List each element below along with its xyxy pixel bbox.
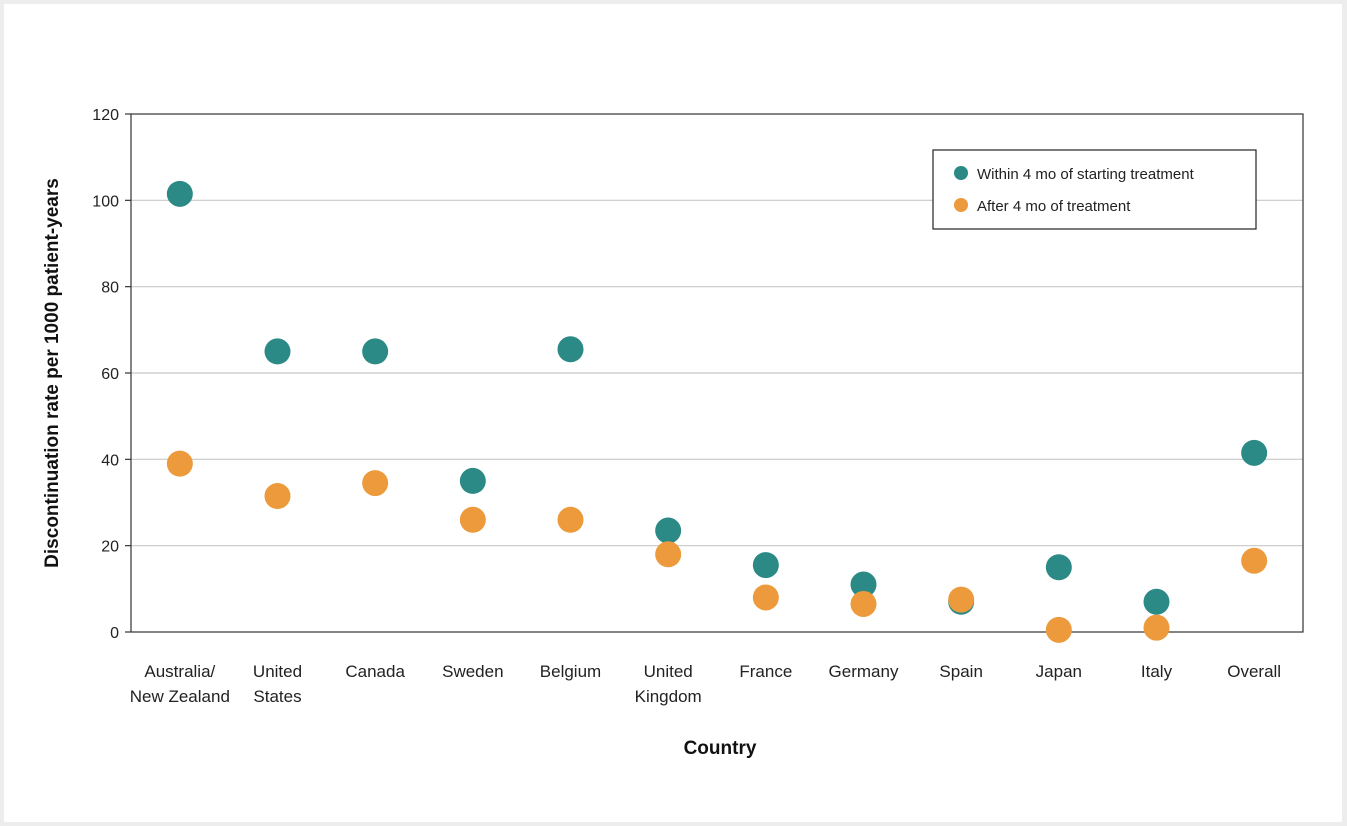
data-point-within-4mo (459, 467, 486, 494)
data-point-within-4mo (557, 336, 584, 363)
data-point-within-4mo (166, 180, 193, 207)
y-tick-label: 120 (92, 107, 119, 124)
x-category-label-line: Canada (345, 662, 405, 681)
data-point-after-4mo (557, 506, 584, 533)
x-category-label: Sweden (442, 662, 503, 681)
x-category-label-line: Sweden (442, 662, 503, 681)
scatter-chart: 0 20 40 60 80 100 120 Australia/New Zealand Uni… (42, 107, 1304, 759)
y-axis-ticks: 0 20 40 60 80 100 120 (92, 107, 131, 642)
x-category-label: Germany (829, 662, 899, 681)
x-category-label: Japan (1036, 662, 1082, 681)
gridlines (131, 199, 1303, 547)
x-axis-title: Country (684, 738, 757, 759)
x-category-label: Overall (1227, 662, 1281, 681)
x-category-label: Italy (1141, 662, 1173, 681)
x-category-label: United Kingdom (635, 662, 702, 706)
y-axis-title: Discontinuation rate per 1000 patient-ye… (42, 178, 63, 568)
x-category-label-line: New Zealand (130, 687, 230, 706)
x-category-label: Spain (939, 662, 982, 681)
data-point-within-4mo (752, 552, 779, 579)
x-category-label: Australia/New Zealand (130, 662, 230, 706)
y-tick-label: 100 (92, 193, 119, 210)
chart-figure: 0 20 40 60 80 100 120 Australia/New Zealand Uni… (4, 4, 1342, 822)
data-points (166, 180, 1268, 643)
x-category-label-line: Japan (1036, 662, 1082, 681)
legend: Within 4 mo of starting treatment After … (932, 149, 1257, 230)
data-point-after-4mo (948, 586, 975, 613)
legend-label-within-4mo: Within 4 mo of starting treatment (977, 166, 1195, 183)
data-point-within-4mo (1241, 439, 1268, 466)
legend-marker-within-4mo (954, 166, 968, 180)
x-category-label-line: Belgium (540, 662, 601, 681)
legend-label-after-4mo: After 4 mo of treatment (977, 198, 1131, 215)
data-point-after-4mo (1143, 614, 1170, 641)
data-point-within-4mo (362, 338, 389, 365)
legend-marker-after-4mo (954, 198, 968, 212)
y-tick-label: 40 (101, 452, 119, 469)
data-point-after-4mo (1241, 547, 1268, 574)
x-category-label-line: States (253, 687, 301, 706)
y-tick-label: 60 (101, 366, 119, 383)
x-category-label-line: Italy (1141, 662, 1173, 681)
y-tick-label: 0 (110, 625, 119, 642)
x-category-label-line: Overall (1227, 662, 1281, 681)
data-point-after-4mo (459, 506, 486, 533)
x-category-label-line: Australia/ (144, 662, 215, 681)
x-category-label-line: Germany (829, 662, 899, 681)
data-point-after-4mo (1045, 616, 1072, 643)
legend-box (932, 149, 1257, 230)
data-point-after-4mo (752, 584, 779, 611)
x-axis-labels: Australia/New Zealand United States Canada S… (130, 662, 1281, 706)
x-category-label-line: France (739, 662, 792, 681)
x-category-label-line: United (644, 662, 693, 681)
data-point-after-4mo (362, 470, 389, 497)
data-point-after-4mo (264, 483, 291, 510)
x-category-label-line: Spain (939, 662, 982, 681)
data-point-within-4mo (1045, 554, 1072, 581)
data-point-after-4mo (850, 590, 877, 617)
x-category-label-line: Kingdom (635, 687, 702, 706)
y-tick-label: 20 (101, 539, 119, 556)
y-tick-label: 80 (101, 280, 119, 297)
data-point-within-4mo (850, 571, 877, 598)
data-point-after-4mo (166, 450, 193, 477)
data-point-within-4mo (264, 338, 291, 365)
x-category-label: United States (253, 662, 302, 706)
x-category-label-line: United (253, 662, 302, 681)
data-point-within-4mo (1143, 588, 1170, 615)
x-category-label: France (739, 662, 792, 681)
data-point-within-4mo (655, 517, 682, 544)
data-point-after-4mo (655, 541, 682, 568)
x-category-label: Belgium (540, 662, 601, 681)
x-category-label: Canada (345, 662, 405, 681)
